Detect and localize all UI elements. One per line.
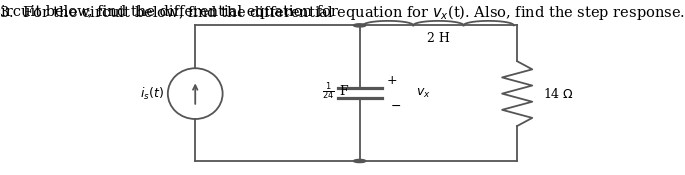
- Text: +: +: [386, 74, 397, 88]
- Text: 14 $\Omega$: 14 $\Omega$: [543, 87, 573, 101]
- Text: $\frac{1}{24}$: $\frac{1}{24}$: [322, 81, 334, 102]
- Text: 3.  For the circuit below, find the differential equation for: 3. For the circuit below, find the diffe…: [0, 5, 342, 19]
- Text: 2 H: 2 H: [427, 32, 450, 45]
- Text: $v_x$: $v_x$: [416, 87, 430, 100]
- Circle shape: [353, 159, 366, 163]
- Text: $-$: $-$: [390, 99, 401, 112]
- Text: $i_s(t)$: $i_s(t)$: [140, 86, 164, 102]
- Text: F: F: [339, 85, 348, 98]
- Circle shape: [353, 24, 366, 27]
- Text: 3.  For the circuit below, find the differential equation for $v_x$(t). Also, fi: 3. For the circuit below, find the diffe…: [0, 3, 685, 22]
